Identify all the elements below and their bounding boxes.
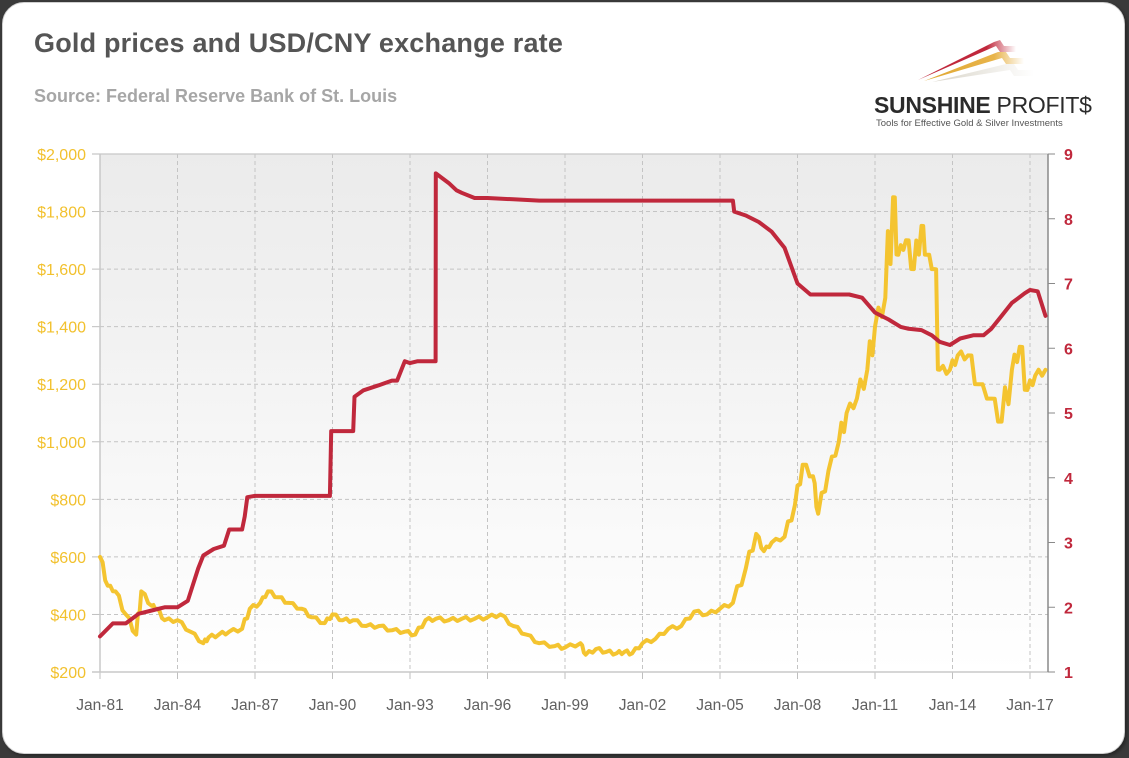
left-axis-tick-label: $1,400: [37, 320, 86, 337]
plot-area: [100, 154, 1048, 672]
x-axis-tick-label: Jan-87: [231, 697, 278, 714]
right-axis-tick-label: 3: [1064, 536, 1073, 553]
x-axis-tick-label: Jan-99: [541, 697, 588, 714]
right-axis-tick-label: 7: [1064, 277, 1073, 294]
x-axis-tick-label: Jan-11: [852, 697, 898, 714]
x-axis-tick-label: Jan-05: [696, 697, 743, 714]
left-axis-tick-label: $800: [50, 492, 86, 509]
chart-title: Gold prices and USD/CNY exchange rate: [34, 28, 564, 58]
x-axis-tick-label: Jan-96: [464, 697, 511, 714]
x-axis-tick-label: Jan-93: [386, 697, 433, 714]
x-axis-tick-label: Jan-14: [929, 697, 977, 714]
right-axis-tick-label: 2: [1064, 600, 1073, 617]
left-axis-tick-label: $1,200: [37, 377, 86, 394]
left-axis-tick-label: $200: [50, 665, 86, 682]
x-axis-tick-label: Jan-81: [76, 697, 123, 714]
x-axis-tick-label: Jan-02: [619, 697, 666, 714]
x-axis-tick-label: Jan-17: [1006, 697, 1053, 714]
axis-labels: $200 $400 $600 $800 $1,000 $1,200 $1,400 $1,600…: [37, 147, 1073, 714]
grid-lines: [100, 153, 1048, 672]
left-axis-tick-label: $400: [50, 607, 86, 624]
left-axis-tick-label: $1,600: [37, 262, 86, 279]
right-axis-tick-label: 8: [1064, 212, 1073, 229]
x-axis-tick-label: Jan-84: [154, 697, 202, 714]
right-axis-tick-label: 4: [1064, 471, 1073, 488]
usd-cny-line: [98, 171, 1048, 639]
right-axis-tick-label: 1: [1064, 665, 1073, 682]
logo-name: SUNSHINE PROFIT$: [874, 92, 1092, 118]
x-axis-tick-label: Jan-08: [774, 697, 821, 714]
chart-subtitle: Source: Federal Reserve Bank of St. Loui…: [34, 86, 398, 106]
data-series: [98, 171, 1048, 657]
sunshine-profits-logo: SUNSHINE PROFIT$ Tools for Effective Gol…: [866, 26, 1096, 136]
logo-swoosh-icon: [918, 40, 1034, 82]
x-axis-tick-label: Jan-90: [309, 697, 357, 714]
left-axis-tick-label: $600: [50, 550, 86, 567]
axes: [92, 153, 1055, 679]
right-axis-tick-label: 5: [1064, 406, 1073, 423]
left-axis-tick-label: $1,000: [37, 435, 86, 452]
right-axis-tick-label: 6: [1064, 341, 1073, 358]
gold-price-line: [98, 195, 1048, 657]
right-axis-tick-label: 9: [1064, 147, 1073, 164]
left-axis-tick-label: $2,000: [37, 147, 86, 164]
left-axis-tick-label: $1,800: [37, 205, 86, 222]
logo-tagline: Tools for Effective Gold & Silver Invest…: [876, 118, 1063, 129]
